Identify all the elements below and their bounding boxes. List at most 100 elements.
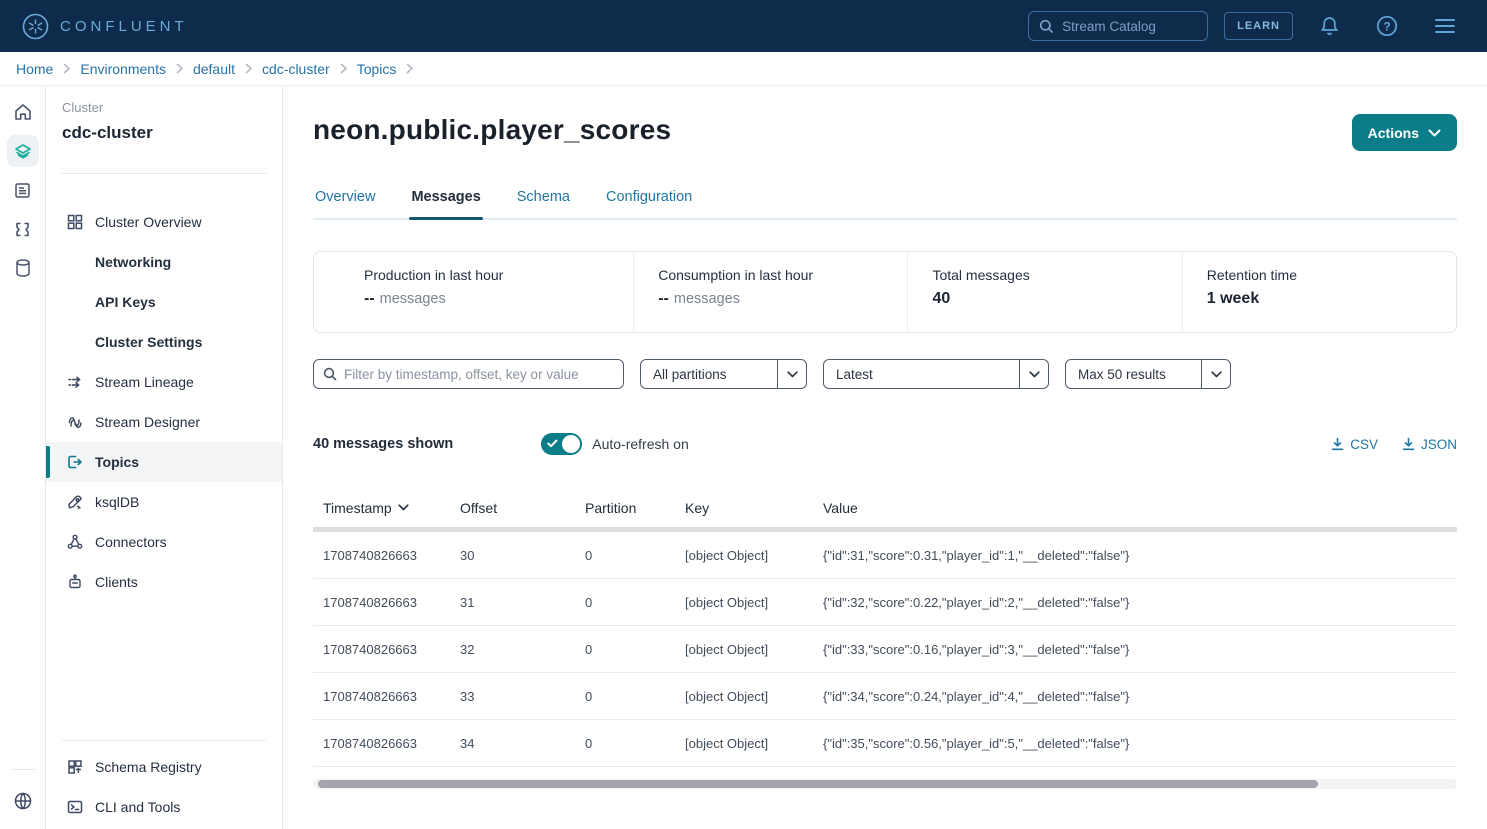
stat-suffix: messages	[380, 291, 446, 307]
tab-overview[interactable]: Overview	[313, 189, 377, 218]
sidebar-item-schema-registry[interactable]: Schema Registry	[46, 747, 282, 787]
message-filter-input[interactable]	[344, 367, 614, 382]
stream-lineage-icon	[66, 373, 84, 391]
column-header-timestamp[interactable]: Timestamp	[323, 500, 460, 516]
confluent-brand[interactable]: CONFLUENT	[22, 13, 188, 40]
table-row[interactable]: 1708740826663 34 0 [object Object] {"id"…	[313, 720, 1457, 767]
sidebar-cluster-name: cdc-cluster	[46, 121, 282, 143]
cell-key: [object Object]	[685, 595, 823, 610]
notifications-bell-icon[interactable]	[1307, 15, 1351, 37]
column-header-key[interactable]: Key	[685, 500, 823, 516]
stat-value: --	[658, 290, 669, 307]
sidebar-divider	[62, 173, 266, 174]
cell-timestamp: 1708740826663	[323, 595, 460, 610]
breadcrumb-home[interactable]: Home	[16, 61, 53, 77]
stream-catalog-search[interactable]	[1028, 11, 1208, 41]
column-header-offset[interactable]: Offset	[460, 500, 585, 516]
sidebar-item-label: Stream Designer	[95, 414, 200, 430]
page-title: neon.public.player_scores	[313, 114, 671, 146]
stat-retention-time: Retention time 1 week	[1182, 252, 1456, 332]
home-icon[interactable]	[7, 96, 39, 128]
cell-timestamp: 1708740826663	[323, 689, 460, 704]
sidebar-item-stream-designer[interactable]: Stream Designer	[46, 402, 282, 442]
tab-schema[interactable]: Schema	[515, 189, 572, 218]
cell-key: [object Object]	[685, 736, 823, 751]
cell-offset: 30	[460, 548, 585, 563]
stat-label: Production in last hour	[364, 267, 633, 283]
limit-select[interactable]: Max 50 results	[1065, 359, 1231, 389]
cell-offset: 33	[460, 689, 585, 704]
chevron-right-icon	[63, 63, 70, 74]
top-navbar: CONFLUENT LEARN ?	[0, 0, 1487, 52]
svg-text:?: ?	[1383, 19, 1390, 33]
table-row[interactable]: 1708740826663 32 0 [object Object] {"id"…	[313, 626, 1457, 673]
horizontal-scrollbar-thumb[interactable]	[318, 780, 1318, 788]
table-row[interactable]: 1708740826663 30 0 [object Object] {"id"…	[313, 532, 1457, 579]
breadcrumb-topics[interactable]: Topics	[357, 61, 397, 77]
environments-layers-icon[interactable]	[7, 135, 39, 167]
connectors-icon	[66, 533, 84, 551]
table-row[interactable]: 1708740826663 31 0 [object Object] {"id"…	[313, 579, 1457, 626]
cell-partition: 0	[585, 595, 685, 610]
cell-offset: 31	[460, 595, 585, 610]
sidebar-item-label: Cluster Overview	[95, 214, 202, 230]
sidebar-item-cluster-settings[interactable]: Cluster Settings	[46, 322, 282, 362]
download-icon	[1331, 437, 1344, 451]
sidebar-item-api-keys[interactable]: API Keys	[46, 282, 282, 322]
auto-refresh-toggle[interactable]	[541, 433, 582, 455]
column-header-partition[interactable]: Partition	[585, 500, 685, 516]
sidebar-item-stream-lineage[interactable]: Stream Lineage	[46, 362, 282, 402]
stream-catalog-input[interactable]	[1062, 19, 1182, 34]
rail-divider	[11, 769, 35, 770]
sidebar-item-networking[interactable]: Networking	[46, 242, 282, 282]
download-json-link[interactable]: JSON	[1402, 437, 1457, 452]
sidebar-item-label: Clients	[95, 574, 138, 590]
globe-icon[interactable]	[7, 785, 39, 817]
terminal-icon	[66, 798, 84, 816]
auto-refresh-label: Auto-refresh on	[592, 436, 689, 452]
sidebar-item-ksqldb[interactable]: ksqlDB	[46, 482, 282, 522]
download-csv-link[interactable]: CSV	[1331, 437, 1378, 452]
horizontal-scrollbar-track[interactable]	[313, 779, 1457, 789]
table-row[interactable]: 1708740826663 33 0 [object Object] {"id"…	[313, 673, 1457, 720]
sidebar-item-cluster-overview[interactable]: Cluster Overview	[46, 202, 282, 242]
partition-select-value: All partitions	[641, 360, 777, 388]
sidebar-context-label: Cluster	[46, 100, 282, 115]
hamburger-menu-icon[interactable]	[1423, 18, 1467, 34]
chevron-down-icon	[1201, 360, 1230, 388]
cell-timestamp: 1708740826663	[323, 548, 460, 563]
sidebar-item-label: Topics	[95, 454, 139, 470]
actions-button[interactable]: Actions	[1352, 114, 1457, 151]
sidebar-item-label: Stream Lineage	[95, 374, 194, 390]
partition-select[interactable]: All partitions	[640, 359, 807, 389]
cell-partition: 0	[585, 689, 685, 704]
learn-button[interactable]: LEARN	[1224, 12, 1293, 40]
messages-shown-count: 40 messages shown	[313, 436, 453, 452]
sidebar-item-label: Cluster Settings	[95, 334, 202, 350]
news-document-icon[interactable]	[7, 174, 39, 206]
breadcrumb-environments[interactable]: Environments	[80, 61, 166, 77]
tab-messages[interactable]: Messages	[409, 189, 482, 218]
flow-brackets-icon[interactable]	[7, 213, 39, 245]
brand-name: CONFLUENT	[60, 18, 188, 35]
sidebar-item-connectors[interactable]: Connectors	[46, 522, 282, 562]
order-select[interactable]: Latest	[823, 359, 1049, 389]
sidebar-item-label: ksqlDB	[95, 494, 139, 510]
breadcrumb-cdc-cluster[interactable]: cdc-cluster	[262, 61, 330, 77]
sidebar-item-topics[interactable]: Topics	[46, 442, 282, 482]
toggle-knob	[562, 435, 580, 453]
sidebar-item-label: CLI and Tools	[95, 799, 180, 815]
help-icon[interactable]: ?	[1365, 15, 1409, 37]
database-icon[interactable]	[7, 252, 39, 284]
actions-button-label: Actions	[1368, 125, 1419, 141]
chevron-right-icon	[176, 63, 183, 74]
sidebar-item-cli-and-tools[interactable]: CLI and Tools	[46, 787, 282, 827]
tab-configuration[interactable]: Configuration	[604, 189, 694, 218]
confluent-logo-icon	[22, 13, 49, 40]
stat-total-messages: Total messages 40	[907, 252, 1181, 332]
stream-designer-icon	[66, 413, 84, 431]
breadcrumb-default[interactable]: default	[193, 61, 235, 77]
column-header-value[interactable]: Value	[823, 500, 1457, 516]
cell-partition: 0	[585, 736, 685, 751]
sidebar-item-clients[interactable]: Clients	[46, 562, 282, 602]
